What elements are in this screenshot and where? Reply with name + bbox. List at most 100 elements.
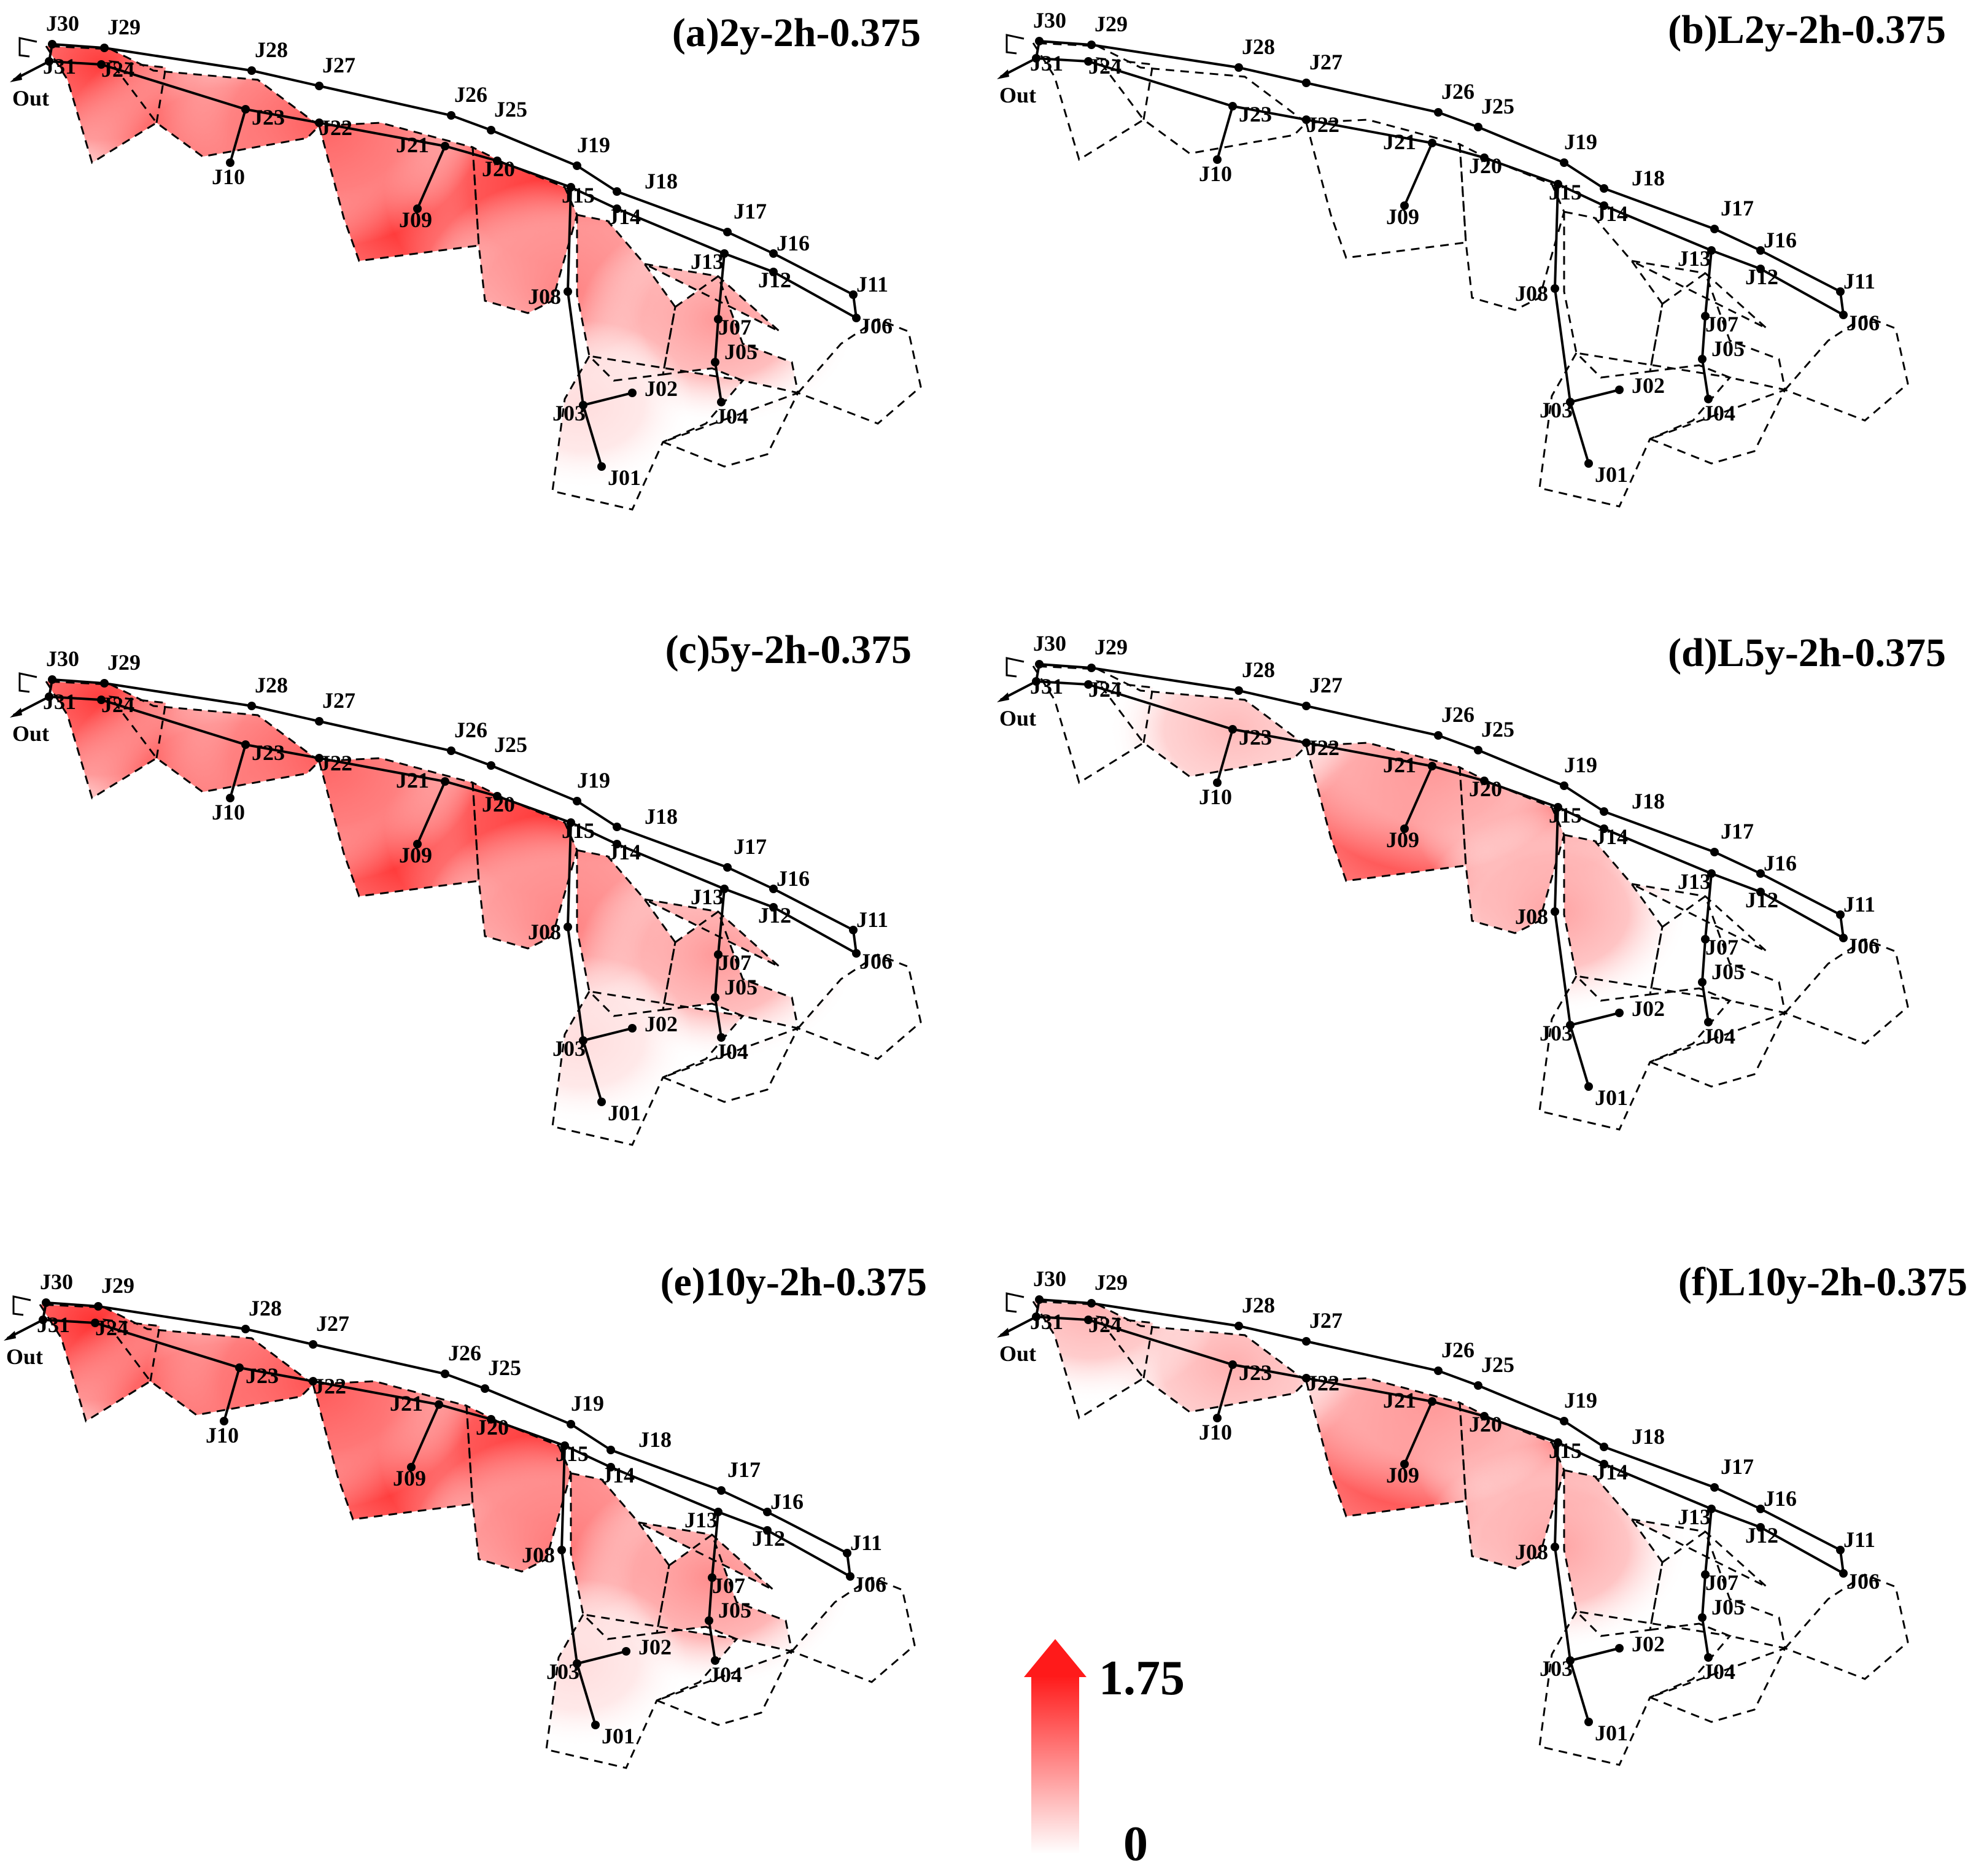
junction-j26 xyxy=(441,1370,449,1378)
junction-label-j24: J24 xyxy=(1088,1312,1122,1337)
junction-j14 xyxy=(1600,1460,1608,1468)
junction-j25 xyxy=(487,761,495,770)
subcatchment-outline xyxy=(1631,883,1768,953)
junction-j24 xyxy=(1084,57,1093,66)
junction-j23 xyxy=(1228,1360,1237,1369)
junction-label-j03: J03 xyxy=(546,1659,579,1684)
junction-j02 xyxy=(622,1647,630,1656)
junction-j22 xyxy=(1302,738,1311,747)
junction-j29 xyxy=(100,44,109,52)
junction-j02 xyxy=(628,1024,637,1033)
pipe-conduit xyxy=(1403,1401,1433,1465)
junction-j21 xyxy=(1428,139,1436,147)
panel-d-junctions: J01 J02 J03 J04 J05 J06 J07 J08 J09 J10 J11 J12 J13 J… xyxy=(999,631,1880,1110)
junction-label-j05: J05 xyxy=(724,339,757,364)
pipe-conduit xyxy=(1554,911,1571,1026)
junction-label-j23: J23 xyxy=(252,740,285,765)
junction-j04 xyxy=(717,1033,726,1042)
junction-label-j09: J09 xyxy=(393,1466,426,1490)
junction-j14 xyxy=(1600,201,1608,210)
pipe-conduit xyxy=(1554,1442,1559,1548)
junction-j25 xyxy=(481,1384,489,1393)
junction-label-j06: J06 xyxy=(1846,934,1880,958)
junction-j17 xyxy=(1710,848,1719,856)
junction-j08 xyxy=(564,287,572,296)
junction-label-j08: J08 xyxy=(522,1543,555,1567)
junction-j19 xyxy=(573,161,581,170)
junction-j31 xyxy=(1032,1312,1040,1321)
junction-label-j07: J07 xyxy=(1705,935,1738,959)
panel-b-junctions: J01 J02 J03 J04 J05 J06 J07 J08 J09 J10 J11 J12 J13 J… xyxy=(999,8,1880,487)
junction-label-j24: J24 xyxy=(101,57,134,82)
junction-label-j26: J26 xyxy=(1441,79,1474,104)
junction-label-j21: J21 xyxy=(390,1391,423,1416)
junction-j30 xyxy=(1035,660,1044,669)
panel-f-title: (f)L10y-2h-0.375 xyxy=(1678,1260,1967,1304)
subcatchment-outline xyxy=(644,898,781,968)
junction-j27 xyxy=(315,82,324,90)
junction-j19 xyxy=(1560,158,1568,167)
pipe-conduit xyxy=(1701,1617,1710,1658)
junction-label-j30: J30 xyxy=(40,1269,73,1294)
junction-j10 xyxy=(1213,778,1222,787)
pipe-conduit xyxy=(229,109,247,163)
junction-label-j11: J11 xyxy=(850,1530,882,1555)
junction-label-j15: J15 xyxy=(556,1441,589,1466)
junction-j29 xyxy=(94,1302,103,1311)
junction-label-j13: J13 xyxy=(691,885,724,909)
junction-j20 xyxy=(1480,1412,1489,1421)
junction-j19 xyxy=(573,797,581,805)
junction-label-j17: J17 xyxy=(1721,1454,1754,1479)
pipe-conduit xyxy=(1216,1364,1234,1419)
junction-j23 xyxy=(241,740,250,749)
panel-f-junctions: J01 J02 J03 J04 J05 J06 J07 J08 J09 J10 J11 J12 J13 J… xyxy=(999,1266,1880,1745)
pipe-conduit xyxy=(1554,1546,1571,1661)
junction-label-j30: J30 xyxy=(1033,8,1066,33)
pipe-conduit xyxy=(410,1404,440,1468)
junction-j01 xyxy=(1584,459,1593,468)
junction-j30 xyxy=(42,1298,50,1307)
junction-label-j29: J29 xyxy=(107,15,141,39)
junction-label-j05: J05 xyxy=(718,1598,751,1622)
junction-label-j22: J22 xyxy=(319,115,352,140)
subcatchment-outline xyxy=(1538,1610,1732,1766)
junction-label-j20: J20 xyxy=(482,157,515,181)
junction-label-j31: J31 xyxy=(1030,1309,1063,1334)
junction-label-j04: J04 xyxy=(1702,401,1735,425)
pipe-conduit xyxy=(1554,288,1571,403)
junction-label-j24: J24 xyxy=(101,692,134,717)
junction-j04 xyxy=(711,1656,719,1665)
junction-label-j16: J16 xyxy=(770,1489,804,1514)
subcatchment-outline xyxy=(1095,680,1154,745)
junction-j11 xyxy=(849,926,858,934)
junction-j14 xyxy=(1600,824,1608,833)
junction-j13 xyxy=(1707,246,1716,255)
junction-j30 xyxy=(48,675,56,684)
junction-label-j10: J10 xyxy=(1199,785,1232,809)
outlet-label: Out xyxy=(999,706,1036,731)
junction-label-j20: J20 xyxy=(1469,153,1502,178)
junction-label-j16: J16 xyxy=(1764,228,1797,252)
junction-label-j27: J27 xyxy=(1309,1308,1343,1333)
junction-label-j15: J15 xyxy=(562,818,595,843)
junction-j03 xyxy=(1566,1656,1575,1665)
junction-j09 xyxy=(1400,824,1409,833)
junction-j29 xyxy=(1087,664,1096,672)
outfall-icon xyxy=(18,672,37,693)
junction-label-j13: J13 xyxy=(1678,869,1711,894)
panel-b-network: J01 J02 J03 J04 J05 J06 J07 J08 J09 J10 J11 J12 J13 J… xyxy=(997,8,1909,508)
pipe-conduit xyxy=(708,1577,713,1621)
pipe-conduit xyxy=(1403,766,1433,829)
subcatchment-outline xyxy=(1647,388,1788,465)
junction-label-j27: J27 xyxy=(322,688,355,713)
junction-j22 xyxy=(1302,1374,1311,1382)
junction-label-j06: J06 xyxy=(859,949,893,974)
subcatchment-outline xyxy=(660,391,800,468)
pipe-conduit xyxy=(714,954,719,998)
junction-j03 xyxy=(579,401,587,409)
pipe-conduit xyxy=(576,1663,597,1726)
junction-label-j16: J16 xyxy=(1764,1486,1797,1511)
junction-label-j31: J31 xyxy=(1030,674,1063,699)
subcatchment-outline xyxy=(44,45,321,165)
junction-j13 xyxy=(1707,869,1716,878)
